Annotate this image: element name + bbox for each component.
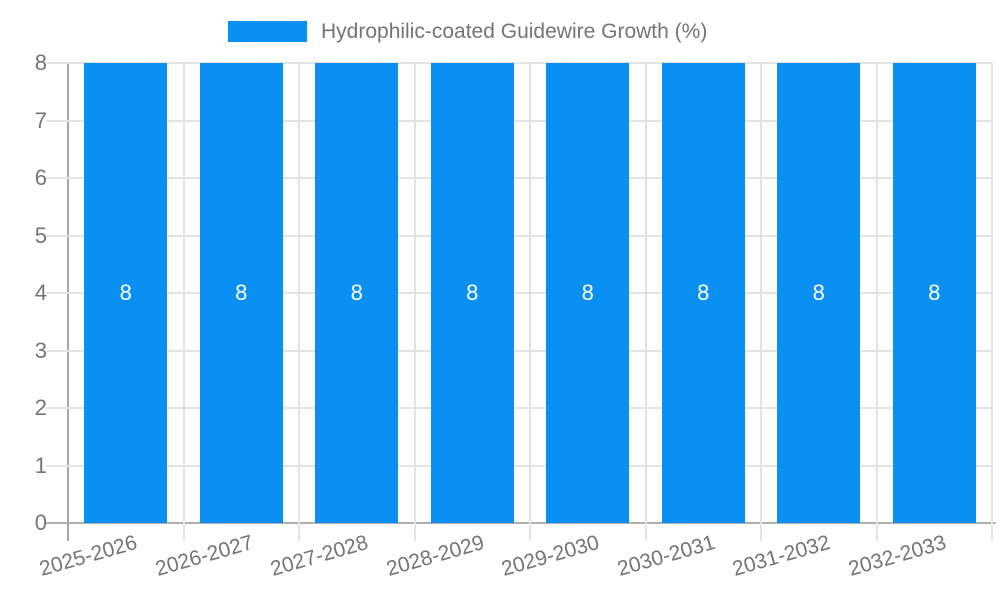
gridline-horizontal <box>46 292 992 294</box>
bar[interactable] <box>546 63 630 523</box>
gridline-vertical <box>875 63 878 541</box>
bar-value-label: 8 <box>466 280 479 305</box>
y-axis-tick-label: 8 <box>34 50 47 75</box>
plot-area: 8 8 8 8 8 8 8 8 <box>46 62 996 541</box>
y-axis-tick-label: 3 <box>34 337 47 363</box>
x-axis-labels: 2025-2026 2026-2027 2027-2028 2028-2029 2029… <box>37 531 992 591</box>
gridline-horizontal <box>46 349 992 352</box>
y-axis-tick-label: 5 <box>34 222 47 248</box>
legend: Hydrophilic-coated Guidewire Growth (%) <box>228 20 707 43</box>
x-axis-label: 2027-2028 <box>268 531 372 581</box>
y-axis-tick-label: 2 <box>34 395 47 420</box>
y-axis-tick-label: 6 <box>34 165 47 190</box>
bar-value-label: 8 <box>235 280 248 305</box>
gridline-vertical <box>413 63 416 541</box>
gridline-vertical <box>991 63 993 541</box>
gridline-vertical <box>644 63 647 541</box>
bar-value-label: 8 <box>697 280 710 305</box>
legend-label[interactable]: Hydrophilic-coated Guidewire Growth (%) <box>321 19 708 43</box>
y-axis-line <box>67 63 69 541</box>
bar[interactable] <box>430 63 514 523</box>
y-axis-labels: 0 1 2 3 4 5 6 7 8 <box>0 52 47 534</box>
bar-value-label: 8 <box>350 280 363 305</box>
y-axis-tick-label: 7 <box>34 107 47 133</box>
gridline-horizontal <box>46 62 992 64</box>
x-axis-label: 2026-2027 <box>152 531 256 581</box>
x-axis-label: 2028-2029 <box>383 531 487 581</box>
gridline-vertical <box>760 63 762 541</box>
bar-value-label: 8 <box>812 280 825 305</box>
bar[interactable] <box>84 63 168 523</box>
x-axis-label: 2032-2033 <box>845 531 949 581</box>
bar-value-label: 8 <box>581 280 594 305</box>
gridline-horizontal <box>46 177 992 179</box>
y-axis-tick-label: 0 <box>34 510 47 535</box>
x-axis-label: 2029-2030 <box>499 531 603 581</box>
x-axis-label: 2025-2026 <box>37 531 141 581</box>
bar[interactable] <box>199 63 283 523</box>
gridline-vertical <box>298 63 300 541</box>
gridline-horizontal <box>46 234 992 237</box>
y-axis-tick-label: 4 <box>34 280 47 305</box>
bar-value-label: 8 <box>928 280 941 305</box>
gridline-vertical <box>529 63 531 541</box>
x-axis-label: 2030-2031 <box>614 531 718 581</box>
bar-value-label: 8 <box>119 280 132 305</box>
gridline-horizontal <box>46 407 992 409</box>
gridline-horizontal <box>46 464 992 467</box>
gridline-horizontal <box>46 119 992 122</box>
y-axis-tick-label: 1 <box>34 452 47 478</box>
gridline-vertical <box>182 63 185 541</box>
bar[interactable] <box>661 63 745 523</box>
x-axis-line <box>46 522 996 524</box>
legend-swatch[interactable] <box>228 21 307 42</box>
x-axis-label: 2031-2032 <box>730 531 834 581</box>
bar[interactable] <box>892 63 976 523</box>
bar[interactable] <box>315 63 399 523</box>
bar[interactable] <box>777 63 861 523</box>
